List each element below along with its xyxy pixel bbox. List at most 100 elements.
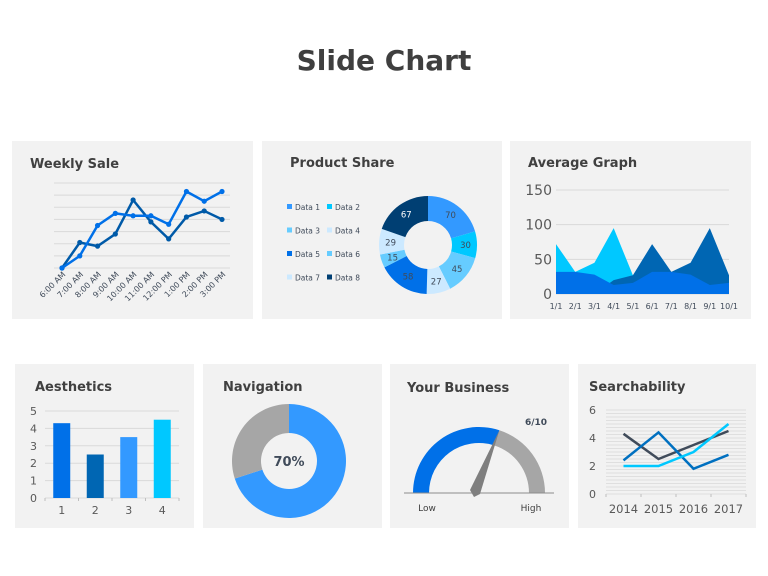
data-point <box>148 213 154 219</box>
gauge-remaining-arc <box>494 430 545 493</box>
donut-slice <box>379 228 406 255</box>
y-tick-label: 1 <box>30 475 37 488</box>
y-tick-label: 0 <box>589 488 596 501</box>
legend-label: Data 6 <box>335 250 360 259</box>
x-tick-label: 7/1 <box>665 302 678 311</box>
legend-swatch <box>287 274 292 280</box>
x-tick-label: 2014 <box>609 502 638 516</box>
x-tick-label: 3 <box>125 504 132 517</box>
donut-slice <box>384 255 428 294</box>
area-series <box>556 271 729 294</box>
product-share-card: Product Share 70 30 45 27 58 15 29 67 Data 1 Data… <box>262 141 502 319</box>
bar <box>86 454 104 498</box>
y-tick-label: 4 <box>30 422 37 435</box>
data-point <box>59 265 65 271</box>
donut-slice <box>379 249 407 268</box>
legend-label: Data 3 <box>295 227 320 236</box>
gauge-needle <box>470 430 500 497</box>
y-tick-label: 150 <box>525 183 552 199</box>
x-tick-label: 1/1 <box>550 302 563 311</box>
slice-label: 70 <box>445 211 456 221</box>
bar <box>120 437 138 498</box>
y-tick-label: 6 <box>589 404 596 417</box>
searchability-chart: 0 2 4 6 2014 2015 2016 2017 <box>589 404 747 516</box>
data-point <box>166 221 172 227</box>
legend-label: Data 8 <box>335 274 360 283</box>
legend-swatch <box>287 227 292 233</box>
data-point <box>166 236 172 242</box>
x-tick-label: 9/1 <box>703 302 716 311</box>
bar <box>153 419 171 498</box>
navigation-chart: 70% <box>232 404 346 518</box>
donut-slice <box>234 404 346 518</box>
aesthetics-title: Aesthetics <box>35 380 113 395</box>
line-series <box>623 423 730 468</box>
data-point <box>112 210 118 216</box>
product-share-title: Product Share <box>290 156 395 171</box>
data-point <box>77 239 83 246</box>
legend-swatch <box>327 274 332 280</box>
x-tick-label: 4/1 <box>607 302 620 311</box>
y-tick-label: 5 <box>30 405 37 418</box>
data-point <box>94 222 101 229</box>
line-series <box>61 189 223 270</box>
data-point <box>148 219 154 225</box>
x-tick-label: 10/1 <box>720 302 738 311</box>
legend-swatch <box>287 204 292 209</box>
data-point <box>183 214 190 220</box>
x-tick-label: 1 <box>58 504 65 517</box>
average-graph-chart: 0 50 100 150 1/1 2/1 3/1 4/1 5/1 6/1 7/1 8/1 9/1 10/1 <box>525 183 738 311</box>
bar <box>53 423 71 498</box>
searchability-card: Searchability 0 2 4 6 2014 2015 2016 2017 <box>578 364 756 528</box>
x-tick-label: 6/1 <box>646 302 659 311</box>
legend-label: Data 4 <box>335 227 360 236</box>
your-business-card: Your Business 6/10 Low High <box>390 364 569 528</box>
donut-slice <box>438 251 476 289</box>
data-point <box>77 253 83 259</box>
donut-slice <box>451 231 477 259</box>
legend-label: Data 1 <box>295 203 320 212</box>
donut-slice <box>426 266 451 294</box>
legend-swatch <box>287 251 292 256</box>
x-tick-label: 2 <box>92 504 99 517</box>
aesthetics-chart: 0 1 2 3 4 5 1 2 3 4 <box>30 405 180 517</box>
slice-label: 58 <box>403 273 414 283</box>
gauge-high-label: High <box>521 504 542 514</box>
slice-label: 27 <box>431 278 442 288</box>
data-point <box>183 188 190 195</box>
x-tick-label: 2015 <box>644 502 673 516</box>
page-title: Slide Chart <box>296 44 472 77</box>
x-tick-label: 8/1 <box>684 302 697 311</box>
data-point <box>94 243 101 249</box>
weekly-sale-title: Weekly Sale <box>30 157 120 172</box>
data-point <box>130 213 136 219</box>
x-tick-label: 3/1 <box>588 302 601 311</box>
data-point <box>201 198 207 204</box>
your-business-title: Your Business <box>407 381 510 396</box>
x-tick-label: 5/1 <box>626 302 639 311</box>
donut-slice <box>381 196 428 238</box>
weekly-sale-card: Weekly Sale 6:00 AM 7:00 AM 8:00 AM 9:00 AM… <box>12 141 253 319</box>
y-tick-label: 2 <box>589 460 596 473</box>
x-tick-label: 4 <box>159 504 166 517</box>
slice-label: 67 <box>401 210 412 220</box>
data-point <box>219 188 225 195</box>
navigation-card: Navigation 70% <box>203 364 382 528</box>
legend-label: Data 7 <box>295 274 320 283</box>
donut-slice <box>428 196 476 239</box>
data-point <box>130 197 136 203</box>
gauge-low-label: Low <box>418 504 436 514</box>
slice-label: 15 <box>387 253 398 263</box>
line-series <box>60 197 223 269</box>
donut-slice <box>232 404 289 479</box>
y-tick-label: 4 <box>589 432 596 445</box>
y-tick-label: 2 <box>30 457 37 470</box>
legend-swatch <box>327 227 332 233</box>
x-tick-label: 2/1 <box>569 302 582 311</box>
slice-label: 45 <box>452 265 463 275</box>
gauge-filled-arc <box>413 427 500 493</box>
y-tick-label: 50 <box>534 252 552 268</box>
gauge-value-label: 6/10 <box>525 418 547 428</box>
x-tick-label: 2017 <box>714 502 743 516</box>
